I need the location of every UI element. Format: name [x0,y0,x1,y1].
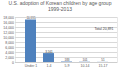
svg-text:Under 1: Under 1 [25,63,38,67]
svg-text:10-14: 10-14 [81,63,90,67]
svg-text:12,000: 12,000 [3,31,14,35]
svg-text:3,561: 3,561 [45,50,53,54]
svg-text:16,995: 16,995 [26,16,36,20]
svg-text:15-17: 15-17 [99,63,108,67]
html-text:1999-2013: 1999-2013 [48,5,72,12]
svg-text:183: 183 [64,58,69,62]
svg-text:51: 51 [101,58,105,62]
svg-text:5-9: 5-9 [64,63,69,67]
svg-text:10,000: 10,000 [3,36,14,40]
svg-text:101: 101 [82,58,87,62]
svg-text:14,000: 14,000 [3,26,14,30]
svg-text:8,000: 8,000 [5,41,14,45]
svg-text:4,000: 4,000 [5,51,14,55]
svg-text:18,000: 18,000 [3,16,14,20]
svg-text:0: 0 [12,61,14,65]
svg-text:6,000: 6,000 [5,46,14,50]
svg-text:Total 20,891: Total 20,891 [94,27,113,31]
html-text:U.S. adoption of Korean childr: U.S. adoption of Korean children by age … [8,0,112,6]
svg-text:2,000: 2,000 [5,56,14,60]
svg-text:16,000: 16,000 [3,21,14,25]
svg-text:1-4: 1-4 [46,63,51,67]
